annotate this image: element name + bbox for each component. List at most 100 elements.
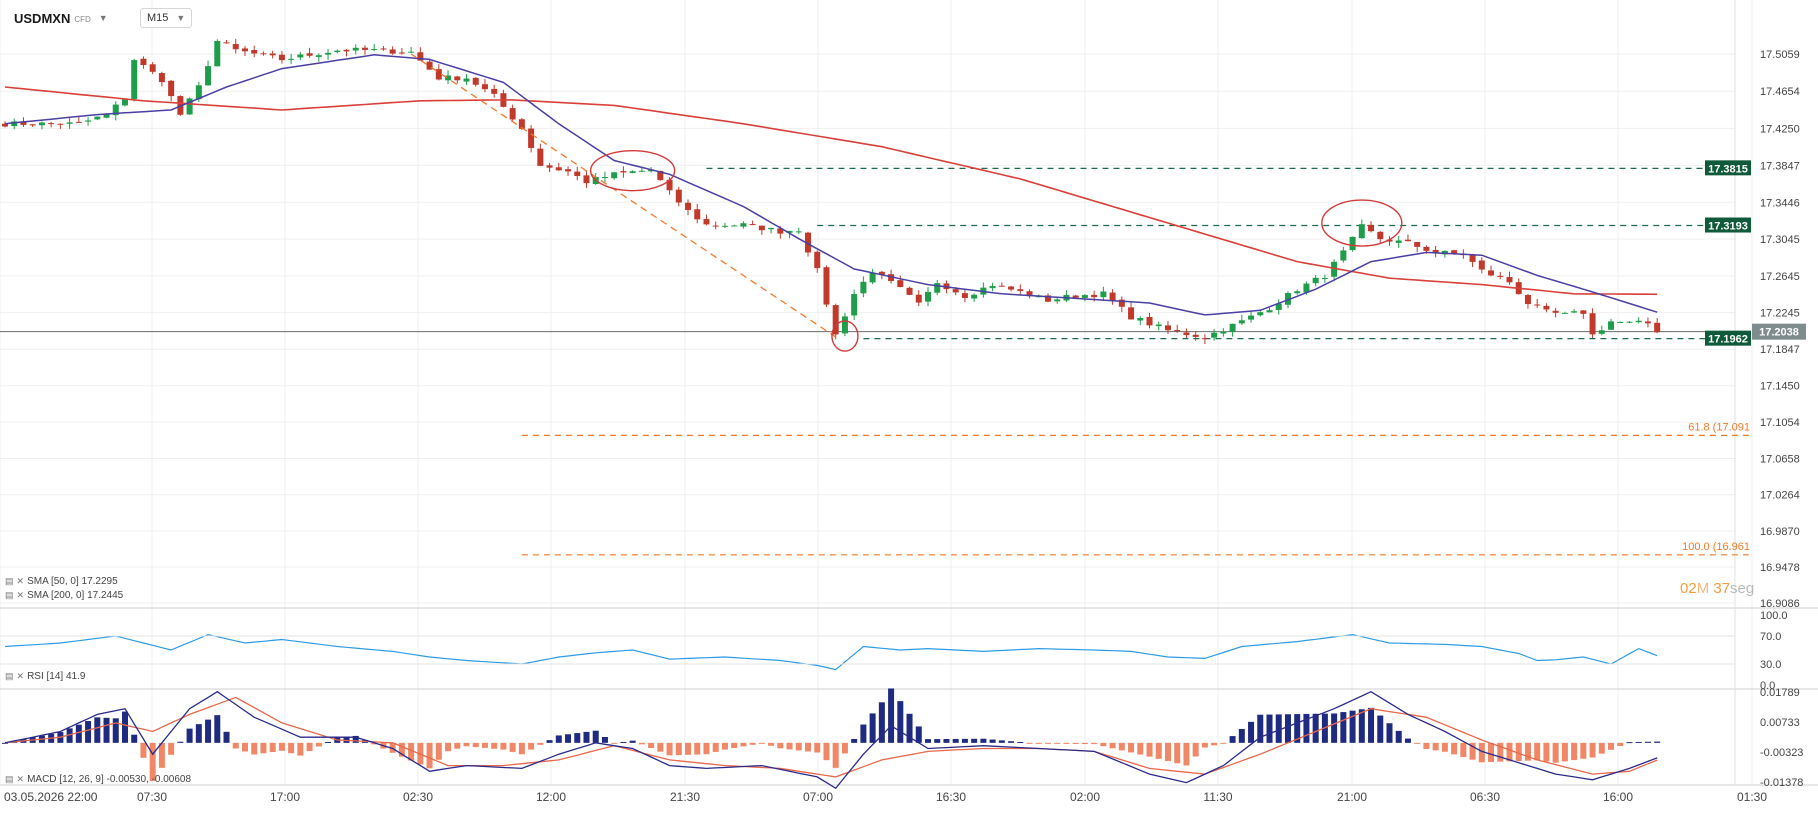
candle-body [1395, 240, 1402, 243]
macd-histogram-bar [1469, 742, 1476, 760]
macd-histogram-bar [795, 742, 802, 751]
settings-icon[interactable]: ▤ [5, 774, 14, 784]
macd-histogram-bar [1312, 713, 1319, 743]
macd-histogram-bar [1174, 742, 1181, 764]
candle-body [795, 231, 802, 233]
candle-body [685, 202, 692, 210]
x-tick-label: 21:30 [670, 790, 700, 804]
y-tick-label: 17.2645 [1760, 271, 1800, 283]
candle-body [1432, 249, 1439, 253]
candle-body [269, 53, 276, 56]
legend-macd: ▤ ✕ MACD [12, 26, 9] -0.00530, -0.00608 [5, 774, 191, 785]
macd-histogram-bar [934, 739, 941, 743]
candle-body [1404, 239, 1411, 242]
symbol-selector[interactable]: USDMXN CFD ▼ [14, 8, 108, 28]
legend-sma200: ▤ ✕ SMA [200, 0] 17.2445 [5, 590, 123, 601]
candle-body [805, 232, 812, 253]
candle-body [1164, 325, 1171, 331]
candle-body [518, 119, 525, 129]
macd-histogram-bar [1386, 723, 1393, 743]
macd-histogram-bar [906, 713, 913, 743]
close-icon[interactable]: ✕ [16, 774, 25, 784]
candle-body [989, 286, 996, 289]
macd-histogram-bar [140, 742, 147, 758]
candle-body [1386, 239, 1393, 242]
candle-body [1478, 260, 1485, 270]
macd-histogram-bar [1257, 714, 1264, 743]
settings-icon[interactable]: ▤ [5, 590, 14, 600]
timeframe-selector[interactable]: M15 ▼ [140, 8, 193, 28]
symbol-tag: CFD [74, 15, 91, 24]
candle-body [1146, 316, 1153, 326]
candle-body [611, 172, 618, 179]
candle-body [1543, 305, 1550, 310]
candle-body [1091, 294, 1098, 298]
countdown-seconds: 37 [1713, 580, 1731, 597]
candle-body [1266, 310, 1273, 313]
macd-histogram-bar [721, 742, 728, 750]
macd-histogram-bar [1589, 742, 1596, 758]
macd-tick-label: -0.01378 [1760, 777, 1803, 789]
candle-body [731, 225, 738, 227]
y-tick-label: 17.4654 [1760, 86, 1800, 98]
candles [2, 38, 1661, 345]
x-tick-label: 21:00 [1337, 790, 1367, 804]
candle-body [1414, 242, 1421, 247]
macd-histogram-bar [1035, 742, 1042, 744]
candle-body [657, 170, 664, 181]
settings-icon[interactable]: ▤ [5, 576, 14, 586]
candle-body [1044, 295, 1051, 302]
macd-histogram-bar [1571, 742, 1578, 761]
macd-histogram-bar [1617, 742, 1624, 746]
macd-histogram-bar [1164, 742, 1171, 762]
macd-histogram-bar [195, 724, 202, 743]
macd-histogram-bar [814, 742, 821, 753]
chevron-down-icon[interactable]: ▼ [98, 13, 108, 23]
macd-histogram-bar [408, 742, 415, 761]
candle-body [481, 84, 488, 90]
macd-histogram-bar [777, 742, 784, 749]
candle-body [325, 52, 332, 55]
candle-body [721, 225, 728, 227]
candle-body [1192, 334, 1199, 337]
candle-body [112, 104, 119, 116]
macd-histogram-bar [657, 742, 664, 752]
close-icon[interactable]: ✕ [16, 590, 25, 600]
candle-body [1497, 275, 1504, 277]
candle-body [472, 77, 479, 85]
candle-body [343, 49, 350, 52]
close-icon[interactable]: ✕ [16, 576, 25, 586]
candle-body [380, 48, 387, 50]
macd-histogram-bar [897, 701, 904, 743]
candle-body [1137, 318, 1144, 321]
macd-histogram-bar [1072, 742, 1079, 744]
candle-body [555, 167, 562, 171]
candle-body [48, 123, 55, 125]
symbol-name: USDMXN [14, 10, 71, 26]
candle-body [703, 219, 710, 225]
y-tick-label: 17.4250 [1760, 123, 1800, 135]
candle-body [1358, 224, 1365, 239]
candle-body [205, 66, 212, 86]
macd-histogram-bar [703, 742, 710, 755]
macd-tick-label: 0.00733 [1760, 717, 1800, 729]
chevron-down-icon[interactable]: ▼ [176, 13, 186, 23]
macd-histogram-bar [1349, 710, 1356, 743]
close-icon[interactable]: ✕ [16, 671, 25, 681]
macd-histogram-bar [463, 742, 470, 747]
macd-histogram-bar [1451, 742, 1458, 755]
y-tick-label: 17.2245 [1760, 308, 1800, 320]
candle-body [389, 49, 396, 54]
macd-histogram-bar [1081, 742, 1088, 745]
countdown-minute-unit: M [1696, 580, 1710, 597]
settings-icon[interactable]: ▤ [5, 671, 14, 681]
candle-body [149, 64, 156, 72]
legend-rsi-text: RSI [14] 41.9 [27, 671, 86, 682]
y-tick-label: 16.9086 [1760, 598, 1800, 610]
macd-histogram-bar [112, 718, 119, 743]
macd-histogram-bar [1644, 741, 1651, 743]
y-tick-label: 17.3446 [1760, 197, 1800, 209]
candle-body [1183, 332, 1190, 336]
macd-histogram-bar [1118, 742, 1125, 751]
